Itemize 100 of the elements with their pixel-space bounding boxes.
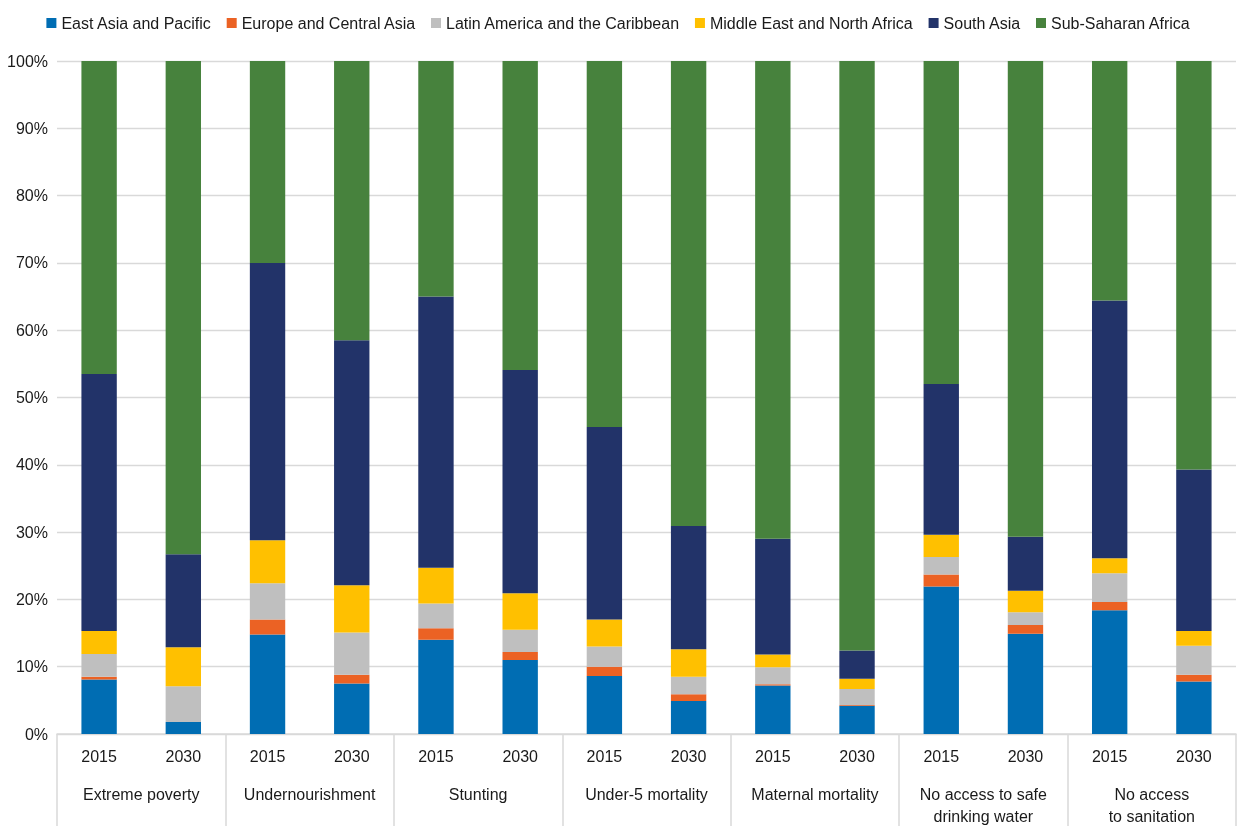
bar	[1176, 631, 1212, 646]
bar	[839, 705, 875, 734]
legend-label: East Asia and Pacific	[61, 14, 211, 32]
bar	[1007, 590, 1044, 613]
text: No access to safe drinking water	[919, 785, 1048, 825]
bar	[334, 683, 370, 734]
bar	[249, 619, 286, 635]
bar	[755, 685, 791, 734]
x-tick-label: 2030	[502, 747, 539, 765]
bar	[1176, 674, 1212, 682]
bar	[923, 384, 959, 535]
bar	[1007, 61, 1044, 537]
x-tick-label: 2015	[755, 747, 791, 765]
bar	[755, 538, 791, 655]
x-tick-label: 2030	[839, 747, 875, 765]
bar	[1091, 558, 1128, 574]
bar	[755, 654, 791, 668]
text: Maternal mortality	[751, 785, 879, 803]
bar	[586, 619, 623, 647]
text: Undernourishment	[243, 785, 377, 803]
y-tick-label: 50%	[15, 389, 48, 406]
bar	[165, 647, 202, 687]
y-tick-label: 90%	[15, 119, 48, 137]
bar	[839, 678, 875, 689]
x-tick-label: 2030	[1176, 747, 1212, 765]
bar	[1091, 573, 1128, 603]
bar	[670, 701, 707, 734]
x-tick-label: 2030	[670, 747, 707, 765]
bar	[586, 676, 623, 734]
legend-label: Sub-Saharan Africa	[1050, 14, 1190, 32]
bar	[1091, 300, 1128, 559]
text: Extreme poverty	[82, 785, 200, 803]
bar	[670, 676, 707, 695]
bar	[81, 61, 117, 374]
bar	[1007, 624, 1044, 634]
x-tick-label: 2015	[81, 747, 118, 765]
bar	[165, 554, 202, 648]
bar	[1091, 610, 1128, 734]
bar	[81, 679, 117, 734]
bar	[81, 373, 117, 632]
legend-label: South Asia	[943, 14, 1021, 32]
bar	[1091, 61, 1128, 301]
bar	[1176, 61, 1212, 470]
text: No access to sanitation	[1108, 785, 1195, 825]
bar	[1091, 602, 1128, 611]
bar	[755, 667, 791, 685]
bar	[670, 649, 707, 677]
x-tick-label: 2030	[1007, 747, 1044, 765]
y-tick-label: 70%	[15, 254, 48, 272]
bar	[670, 694, 707, 702]
bar	[1176, 681, 1212, 734]
bar	[839, 688, 875, 706]
bar	[586, 646, 623, 667]
bar	[923, 61, 959, 385]
bar	[502, 651, 538, 660]
bar	[165, 721, 202, 734]
bar	[418, 639, 454, 734]
y-tick-label: 20%	[15, 590, 48, 608]
bar	[670, 61, 707, 527]
bar	[502, 659, 538, 734]
bar	[334, 585, 370, 633]
bar	[334, 61, 370, 341]
bar	[249, 634, 286, 734]
bar	[502, 369, 538, 594]
bar	[586, 61, 623, 428]
bar	[670, 526, 707, 650]
bar	[81, 653, 117, 677]
y-tick-label: 60%	[15, 321, 48, 339]
y-tick-label: 40%	[15, 456, 48, 474]
x-tick-label: 2015	[586, 747, 623, 765]
y-tick-label: 100%	[7, 52, 48, 70]
bar	[502, 593, 538, 630]
bar	[502, 629, 538, 652]
bar	[839, 61, 875, 651]
x-tick-label: 2015	[418, 747, 454, 765]
legend-label: Middle East and North Africa	[709, 14, 913, 32]
bar	[81, 631, 117, 654]
bar	[586, 427, 623, 620]
bar	[418, 628, 454, 640]
bar	[249, 540, 286, 584]
y-tick-label: 30%	[15, 523, 48, 541]
legend-label: Europe and Central Asia	[241, 14, 416, 32]
x-tick-label: 2030	[165, 747, 202, 765]
y-tick-label: 80%	[15, 187, 48, 205]
x-tick-label: 2015	[923, 747, 960, 765]
bar	[249, 61, 286, 263]
bar	[249, 583, 286, 620]
bar	[1007, 612, 1044, 625]
text: Stunting	[448, 785, 508, 803]
bar	[923, 574, 959, 587]
y-tick-label: 0%	[24, 725, 48, 743]
bar	[923, 557, 959, 575]
legend-label: Latin America and the Caribbean	[446, 14, 680, 32]
bar	[418, 296, 454, 568]
bar	[923, 534, 959, 557]
bar	[334, 632, 370, 675]
bar	[1176, 645, 1212, 675]
bar	[418, 603, 454, 629]
x-tick-label: 2030	[333, 747, 370, 765]
bar	[334, 340, 370, 586]
